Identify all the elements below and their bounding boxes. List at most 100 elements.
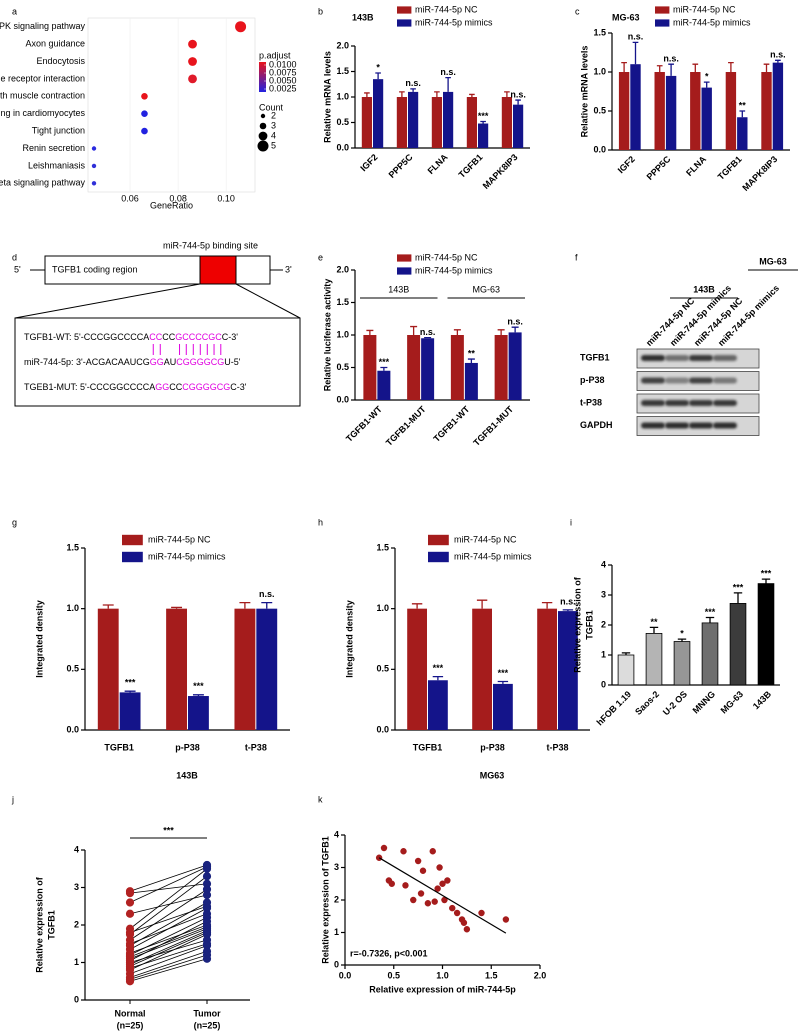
bar	[431, 97, 442, 148]
sequence-part: CC	[169, 382, 182, 392]
error-bar	[504, 91, 510, 97]
blot-band	[713, 377, 737, 384]
x-tick-label: 143B	[751, 689, 774, 712]
blot-band	[689, 422, 713, 429]
dot	[453, 909, 461, 917]
legend-label: miR-744-5p mimics	[454, 551, 532, 561]
error-bar	[656, 65, 663, 72]
legend-dot	[259, 122, 267, 130]
y-tick-label: 1.5	[336, 66, 349, 76]
x-tick-label: 2.0	[534, 970, 547, 980]
dot	[502, 916, 510, 923]
sequence-part: C-3'	[230, 382, 247, 392]
sequence-part: TGEB1-MUT: 5'-CCCGGCCCCA	[24, 382, 155, 392]
legend-label: miR-744-5p mimics	[673, 17, 751, 27]
legend-label: miR-744-5p NC	[148, 534, 211, 544]
y-tick-label: Vascular smooth muscle contraction	[0, 91, 85, 101]
dot	[202, 917, 212, 926]
sequence-part: CC	[162, 332, 175, 342]
y-tick-label: 1.0	[66, 603, 79, 613]
bar	[701, 87, 712, 150]
bar	[501, 97, 512, 148]
bar	[407, 335, 421, 400]
panel-label: c	[575, 6, 580, 16]
x-tick-label: t-P38	[546, 742, 568, 752]
pair-line	[129, 930, 208, 965]
y-tick-label: 3	[334, 862, 339, 872]
bar	[757, 583, 775, 686]
significance: n.s.	[420, 327, 436, 337]
group-label: 143B	[693, 284, 715, 294]
dot	[202, 904, 212, 913]
y-tick-label: 2	[74, 919, 79, 929]
error-bar	[703, 81, 710, 88]
error-bar	[763, 63, 770, 72]
error-bar	[705, 616, 715, 623]
dot	[478, 909, 485, 917]
significance: n.s.	[560, 596, 576, 606]
legend-swatch	[397, 267, 412, 275]
y-tick-label: Adrenergic signaling in cardiomyocytes	[0, 108, 85, 118]
bar	[737, 117, 748, 150]
row-label: GAPDH	[580, 420, 613, 430]
x-axis-label: MG63	[480, 770, 505, 780]
error-bar	[480, 120, 486, 124]
x-tick-label: TGFB1-WT	[432, 404, 472, 444]
y-axis-label: Relative expression of	[572, 576, 582, 673]
error-bar	[733, 592, 743, 604]
blot-band	[665, 400, 689, 406]
bar	[166, 608, 187, 730]
dot	[380, 844, 388, 852]
significance: n.s.	[628, 32, 644, 42]
y-tick-label: 1.0	[376, 603, 389, 613]
significance: *	[376, 62, 380, 72]
dot	[202, 954, 212, 963]
sequence: TGFB1-WT: 5'-CCCGGCCCCACCCCGCCCCGCC-3'	[24, 332, 238, 342]
zoom-line	[235, 283, 301, 319]
y-tick-label: 2	[334, 894, 339, 904]
pair-line	[129, 894, 208, 915]
pair-line	[129, 934, 208, 971]
error-bar	[380, 366, 388, 371]
binding-site	[199, 255, 237, 285]
dot	[429, 848, 436, 855]
chart-title: 143B	[352, 12, 374, 22]
error-bar	[434, 91, 440, 97]
x-axis-label: 143B	[176, 770, 198, 780]
significance: *	[680, 628, 684, 638]
blot-band	[641, 355, 665, 361]
x-tick-label: TGFB1-MUT	[471, 404, 515, 448]
y-tick-label: 0.0	[593, 144, 606, 154]
dot	[410, 896, 417, 904]
x-tick-label: MNNG	[691, 689, 718, 716]
error-bar	[410, 325, 418, 335]
error-bar	[445, 76, 451, 92]
significance: ***	[193, 681, 204, 691]
dot	[400, 848, 407, 855]
x-tick-label: p-P38	[480, 742, 505, 752]
error-bar	[739, 110, 746, 118]
dot	[419, 867, 427, 874]
x-tick-label: U-2 OS	[661, 689, 689, 717]
pair-line	[129, 950, 208, 978]
x-tick-label: MG-63	[719, 689, 746, 716]
blot-band	[689, 377, 713, 384]
bar	[256, 608, 278, 730]
x-tick-label: 0.0	[339, 970, 352, 980]
three-prime: 3'	[285, 264, 292, 274]
significance: ***	[733, 582, 744, 592]
dot	[141, 93, 148, 100]
significance: ***	[163, 825, 174, 835]
x-tick-label: FLNA	[684, 154, 708, 178]
blot-band	[641, 400, 665, 406]
sequence-part: miR-744-5p: 3'-ACGACAAUCG	[24, 357, 150, 367]
y-axis-label: TGFB1	[46, 910, 56, 940]
significance: n.s.	[440, 67, 456, 77]
panel-label: i	[570, 517, 572, 527]
error-bar	[364, 92, 370, 97]
pair-line	[129, 866, 208, 903]
error-bar	[511, 326, 519, 333]
legend-label: 0.0050	[269, 75, 297, 85]
error-bar	[497, 329, 505, 335]
